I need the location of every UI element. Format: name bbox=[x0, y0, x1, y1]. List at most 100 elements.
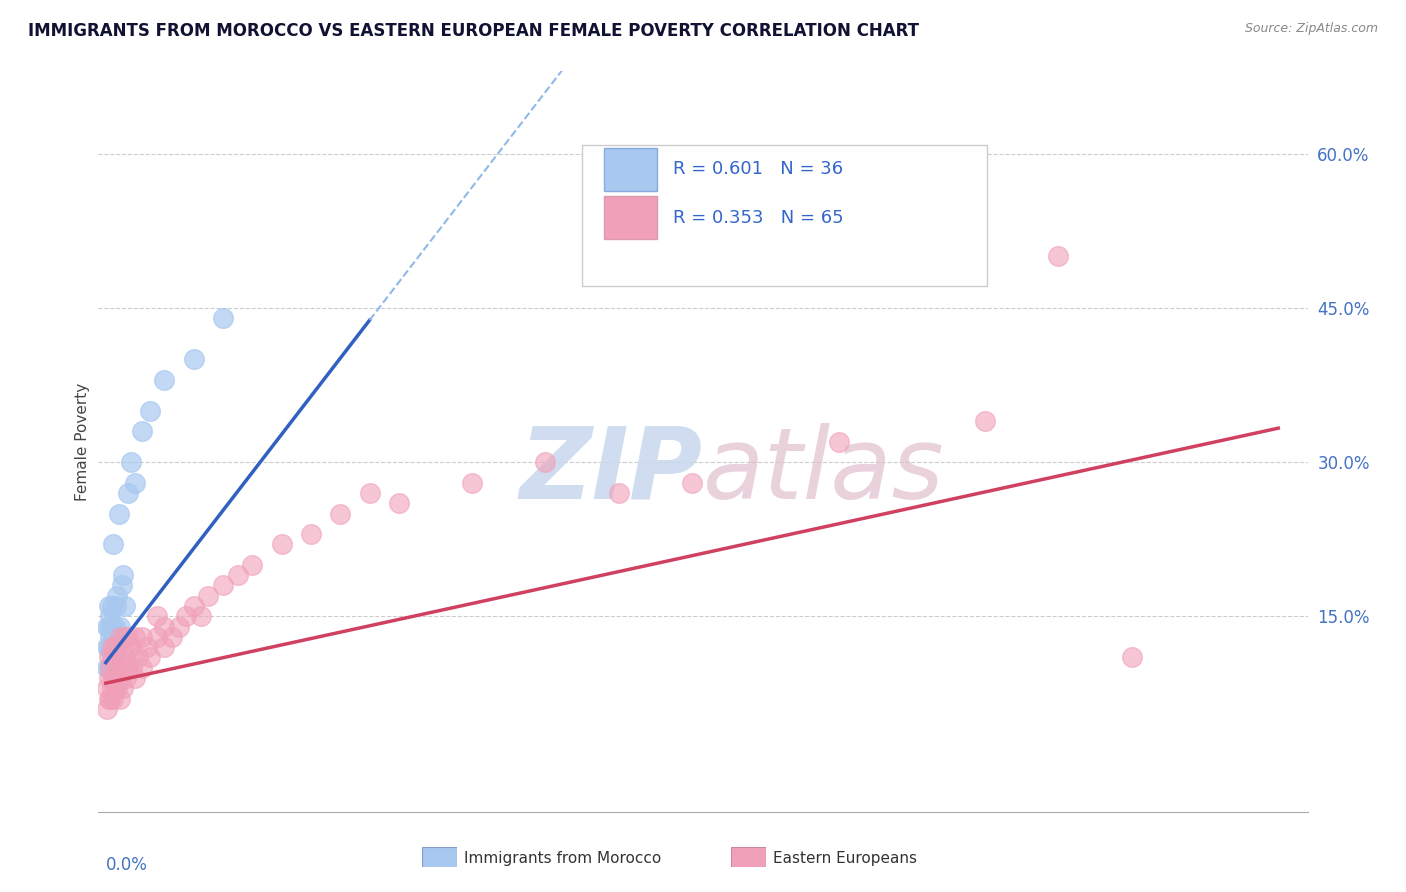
Text: ZIP: ZIP bbox=[520, 423, 703, 520]
Point bbox=[117, 661, 139, 675]
Point bbox=[101, 671, 124, 685]
Point bbox=[329, 507, 352, 521]
Point bbox=[1047, 250, 1070, 264]
Point bbox=[461, 475, 484, 490]
Point bbox=[146, 609, 169, 624]
Point bbox=[101, 537, 124, 551]
Point bbox=[121, 661, 143, 675]
Point bbox=[115, 671, 138, 685]
Point bbox=[105, 671, 128, 685]
Point bbox=[111, 661, 134, 675]
Point bbox=[101, 691, 124, 706]
Point bbox=[105, 650, 128, 665]
Point bbox=[97, 620, 120, 634]
Point bbox=[607, 486, 630, 500]
Point bbox=[103, 640, 125, 655]
Point bbox=[111, 578, 134, 592]
Point bbox=[101, 650, 124, 665]
Point bbox=[1121, 650, 1143, 665]
Point bbox=[100, 599, 122, 613]
Point bbox=[98, 640, 121, 655]
Point bbox=[127, 650, 149, 665]
Text: R = 0.601   N = 36: R = 0.601 N = 36 bbox=[672, 160, 842, 178]
Point bbox=[100, 640, 122, 655]
Point bbox=[97, 599, 120, 613]
Point bbox=[114, 630, 136, 644]
Point bbox=[124, 671, 146, 685]
Point bbox=[212, 311, 235, 326]
Point bbox=[135, 640, 157, 655]
Point bbox=[153, 373, 176, 387]
Point bbox=[96, 702, 118, 716]
Point bbox=[120, 640, 142, 655]
Point bbox=[97, 661, 120, 675]
Point bbox=[96, 661, 118, 675]
Point bbox=[110, 630, 132, 644]
Point bbox=[97, 691, 120, 706]
Point bbox=[96, 681, 118, 696]
Point bbox=[146, 630, 169, 644]
Point bbox=[190, 609, 212, 624]
Point bbox=[107, 630, 129, 644]
Text: atlas: atlas bbox=[703, 423, 945, 520]
Point bbox=[108, 507, 131, 521]
Point bbox=[240, 558, 263, 572]
Point bbox=[197, 589, 219, 603]
Point bbox=[100, 681, 122, 696]
Point bbox=[96, 640, 118, 655]
Point bbox=[117, 486, 139, 500]
Point bbox=[103, 650, 125, 665]
Text: Immigrants from Morocco: Immigrants from Morocco bbox=[464, 851, 661, 865]
Point bbox=[96, 620, 118, 634]
Point bbox=[112, 568, 135, 582]
Text: Source: ZipAtlas.com: Source: ZipAtlas.com bbox=[1244, 22, 1378, 36]
Point bbox=[388, 496, 411, 510]
Point bbox=[167, 620, 190, 634]
Point bbox=[110, 620, 132, 634]
Y-axis label: Female Poverty: Female Poverty bbox=[75, 383, 90, 500]
Point bbox=[120, 455, 142, 469]
FancyBboxPatch shape bbox=[603, 195, 657, 239]
Point bbox=[176, 609, 198, 624]
Text: 0.0%: 0.0% bbox=[105, 856, 148, 874]
Point bbox=[107, 589, 129, 603]
Point bbox=[98, 609, 121, 624]
Point bbox=[105, 599, 128, 613]
FancyBboxPatch shape bbox=[582, 145, 987, 286]
Point bbox=[974, 414, 997, 428]
Point bbox=[131, 630, 153, 644]
Point bbox=[212, 578, 235, 592]
Point bbox=[97, 671, 120, 685]
Point bbox=[681, 475, 703, 490]
Point bbox=[114, 650, 136, 665]
Point bbox=[97, 650, 120, 665]
Point bbox=[98, 661, 121, 675]
Point bbox=[124, 475, 146, 490]
Point bbox=[98, 661, 121, 675]
Point bbox=[153, 620, 176, 634]
Text: Eastern Europeans: Eastern Europeans bbox=[773, 851, 917, 865]
Point bbox=[117, 630, 139, 644]
Point bbox=[103, 620, 125, 634]
Point bbox=[110, 691, 132, 706]
Point bbox=[100, 650, 122, 665]
Text: R = 0.353   N = 65: R = 0.353 N = 65 bbox=[672, 209, 844, 227]
Point bbox=[105, 640, 128, 655]
Point bbox=[107, 681, 129, 696]
Point bbox=[183, 352, 205, 367]
Point bbox=[827, 434, 849, 449]
Point bbox=[299, 527, 322, 541]
Point bbox=[124, 630, 146, 644]
Point bbox=[138, 650, 160, 665]
Point bbox=[103, 681, 125, 696]
Point bbox=[98, 630, 121, 644]
Point bbox=[107, 640, 129, 655]
Point bbox=[534, 455, 557, 469]
Point bbox=[112, 681, 135, 696]
Point bbox=[160, 630, 183, 644]
Point bbox=[270, 537, 292, 551]
Point bbox=[110, 671, 132, 685]
FancyBboxPatch shape bbox=[603, 147, 657, 191]
Point bbox=[183, 599, 205, 613]
Point bbox=[97, 640, 120, 655]
